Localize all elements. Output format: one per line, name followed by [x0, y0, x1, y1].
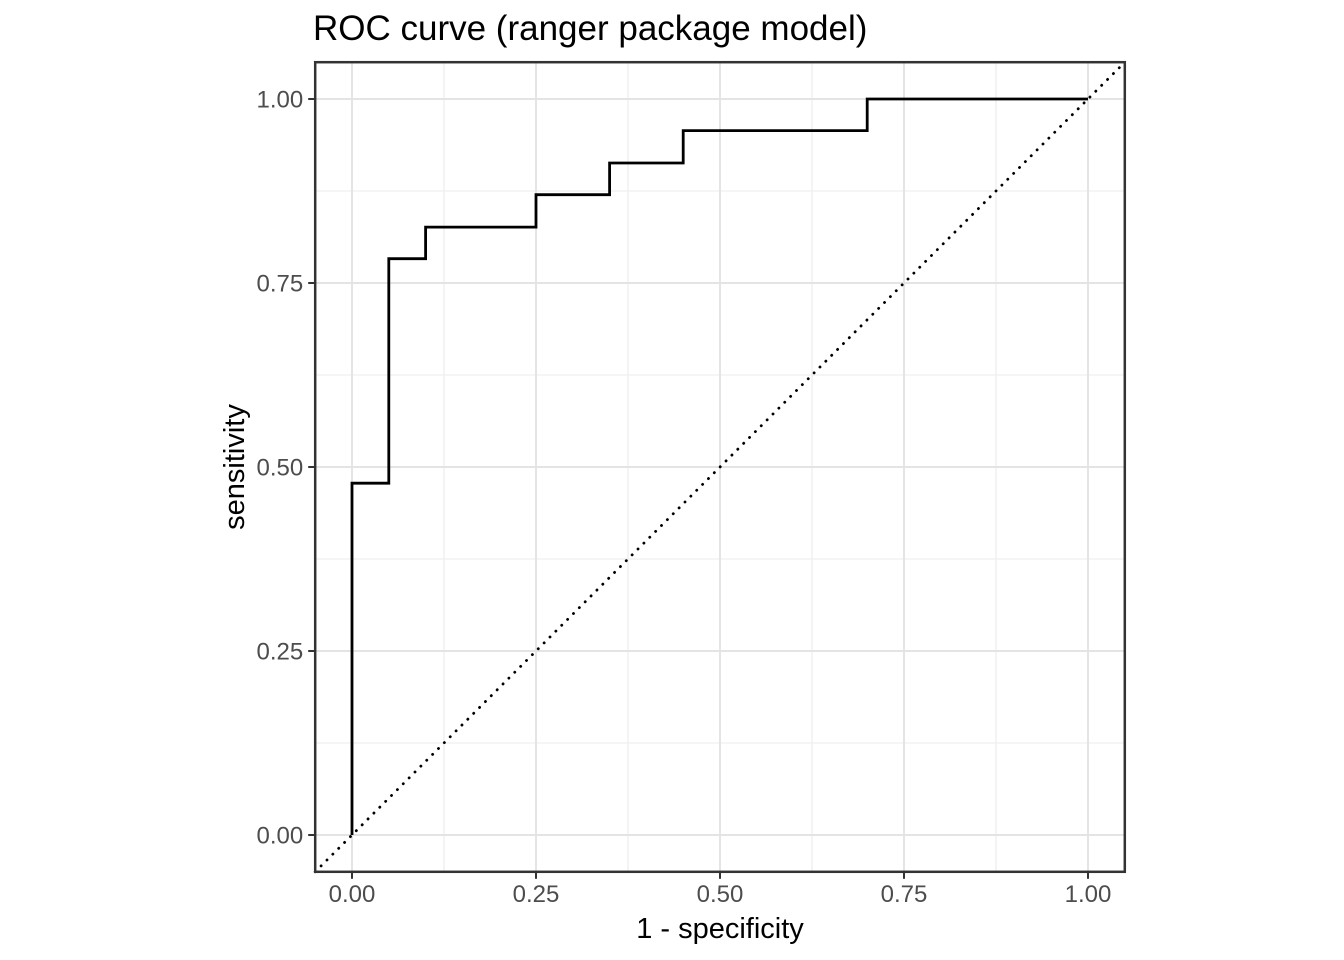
y-axis-title: sensitivity	[219, 404, 251, 530]
x-tick-label: 0.00	[329, 881, 376, 908]
y-tick-label: 1.00	[256, 87, 303, 114]
y-tick-label: 0.50	[256, 455, 303, 482]
chance-diagonal-line	[313, 60, 1127, 874]
plot-title: ROC curve (ranger package model)	[313, 9, 867, 48]
x-tick-label: 0.25	[513, 881, 560, 908]
x-axis-title: 1 - specificity	[636, 913, 804, 945]
y-tick-label: 0.75	[256, 271, 303, 298]
major-gridlines	[315, 62, 1125, 872]
axis-ticks	[308, 98, 1089, 879]
x-tick-label: 1.00	[1065, 881, 1112, 908]
roc-curve-line	[350, 97, 1088, 835]
x-tick-label: 0.75	[881, 881, 928, 908]
chart-series	[313, 60, 1127, 874]
y-tick-label: 0.25	[256, 639, 303, 666]
x-tick-label: 0.50	[697, 881, 744, 908]
y-tick-label: 0.00	[256, 823, 303, 850]
axis-tick-labels: 0.00 0.25 0.50 0.75 1.00 0.00 0.25 0.50 0.75 1.00	[256, 87, 1111, 908]
